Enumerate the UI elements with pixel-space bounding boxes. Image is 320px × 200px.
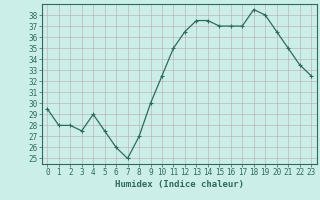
X-axis label: Humidex (Indice chaleur): Humidex (Indice chaleur) — [115, 180, 244, 189]
